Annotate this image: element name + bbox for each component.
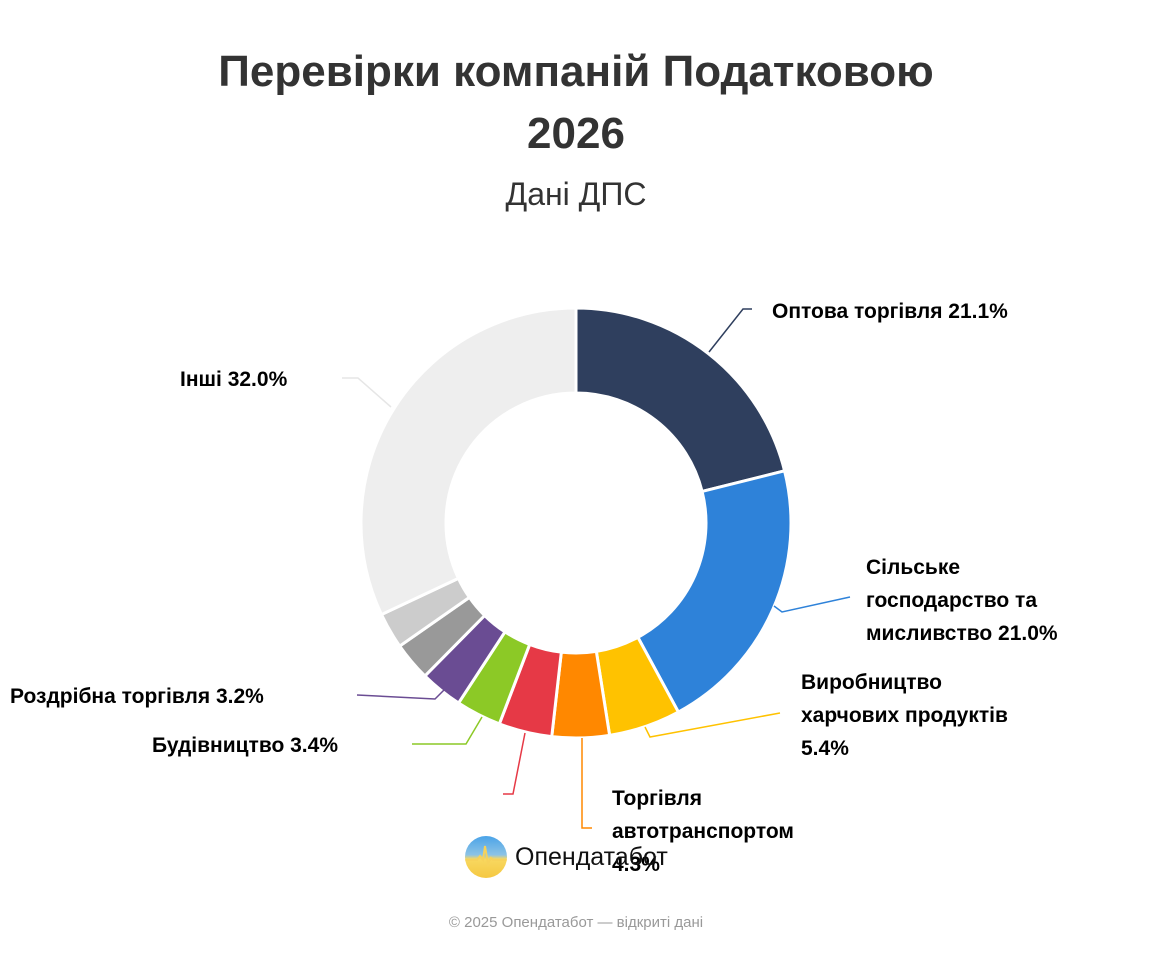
chart-title-line1: Перевірки компаній Податковою	[218, 47, 934, 96]
connector-food	[644, 712, 781, 738]
connector-construction	[412, 716, 483, 745]
connector-retail	[356, 689, 445, 700]
chart-subtitle: Дані ДПС	[505, 176, 647, 212]
donut-slice[interactable]	[359, 306, 578, 617]
chart-title-line2: 2026	[527, 109, 625, 158]
donut-slice[interactable]	[574, 306, 787, 493]
donut-slices	[359, 306, 793, 740]
label-wholesale: Оптова торгівля 21.1%	[772, 300, 1008, 323]
brand-name: Опендатабот	[515, 842, 668, 871]
connector-red	[503, 732, 526, 795]
opendatabot-logo-icon	[465, 836, 507, 878]
label-other: Інші 32.0%	[180, 368, 288, 391]
donut-slice[interactable]	[636, 469, 793, 714]
connector-auto	[581, 738, 592, 829]
brand-watermark: Опендатабот	[465, 836, 668, 878]
connector-other	[342, 377, 392, 408]
label-connectors	[342, 308, 851, 829]
connector-agriculture	[773, 596, 851, 613]
label-retail: Роздрібна торгівля 3.2%	[10, 685, 264, 708]
label-food: Виробництво харчових продуктів 5.4%	[801, 671, 1014, 760]
data-labels: Оптова торгівля 21.1% Сільське господарс…	[10, 300, 1058, 876]
label-construction: Будівництво 3.4%	[152, 734, 338, 757]
connector-wholesale	[708, 308, 752, 353]
label-agriculture: Сільське господарство та мисливство 21.0…	[866, 556, 1058, 645]
label-auto: Торгівля автотранспортом 4.3%	[612, 787, 800, 876]
footer-copyright: © 2025 Опендатабот — відкриті дані	[448, 914, 704, 931]
